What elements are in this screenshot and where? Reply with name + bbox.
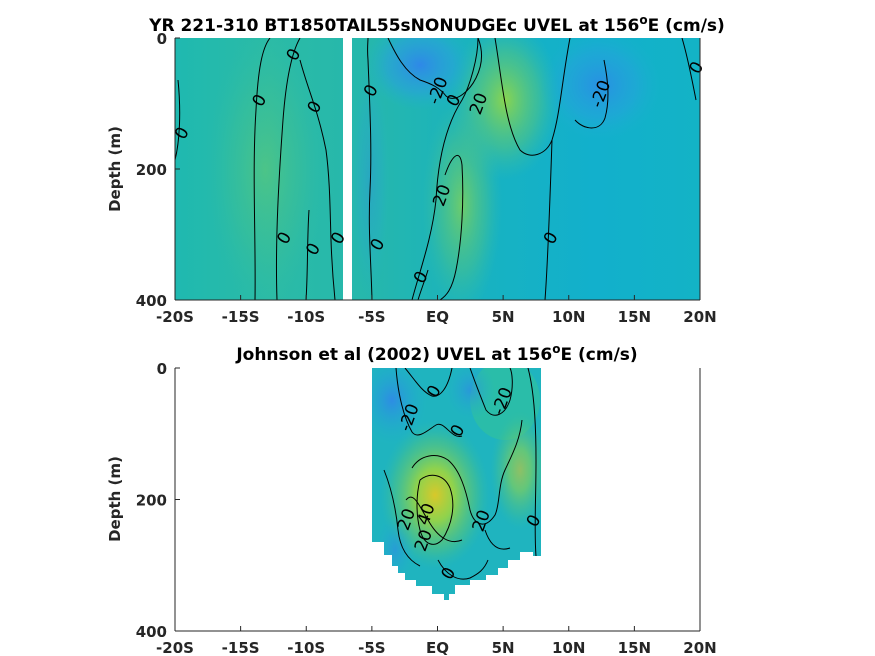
x-tick-label: -20S [156, 639, 194, 656]
heatmap-field-1 [175, 38, 700, 300]
x-tick-label: -10S [287, 308, 325, 326]
y-ticks-1: 0 200 400 [136, 30, 180, 310]
y-axis-label-2: Depth (m) [106, 456, 124, 542]
chart-title-2: Johnson et al (2002) UVEL at 156oE (cm/s… [235, 342, 637, 365]
x-ticks-1: -20S -15S -10S -5S EQ 5N 10N 15N 20N [156, 295, 717, 326]
y-ticks-2: 0 200 400 [136, 360, 180, 641]
x-tick-label: 10N [552, 308, 585, 326]
x-tick-label: -15S [222, 639, 260, 656]
x-tick-label: EQ [426, 308, 449, 326]
x-tick-label: 20N [683, 639, 716, 656]
x-tick-label: -5S [358, 639, 385, 656]
x-ticks-2: -20S -15S -10S -5S EQ 5N 10N 15N 20N [156, 626, 717, 656]
x-tick-label: -15S [222, 308, 260, 326]
y-axis-label-1: Depth (m) [106, 126, 124, 212]
x-tick-label: 15N [618, 308, 651, 326]
x-tick-label: 20N [683, 308, 716, 326]
x-tick-label: 15N [618, 639, 651, 656]
y-tick-label: 400 [136, 623, 167, 641]
contour-lines-1 [175, 38, 697, 300]
chart-panel-1: YR 221-310 BT1850TAIL55sNONUDGEc UVEL at… [106, 13, 725, 326]
x-tick-label: -10S [287, 639, 325, 656]
y-tick-label: 400 [136, 292, 167, 310]
contour-lines-2 [383, 368, 537, 580]
chart-panel-2: Johnson et al (2002) UVEL at 156oE (cm/s… [106, 342, 717, 656]
x-tick-label: 5N [492, 308, 515, 326]
heatmap-field-2 [372, 368, 541, 600]
y-tick-label: 200 [136, 492, 167, 510]
x-tick-label: 10N [552, 639, 585, 656]
y-tick-label: 0 [157, 30, 167, 48]
chart-title-1: YR 221-310 BT1850TAIL55sNONUDGEc UVEL at… [148, 13, 725, 36]
x-tick-label: EQ [426, 639, 449, 656]
x-tick-label: -5S [358, 308, 385, 326]
x-tick-label: 5N [492, 639, 515, 656]
y-tick-label: 0 [157, 360, 167, 378]
x-tick-label: -20S [156, 308, 194, 326]
y-tick-label: 200 [136, 161, 167, 179]
